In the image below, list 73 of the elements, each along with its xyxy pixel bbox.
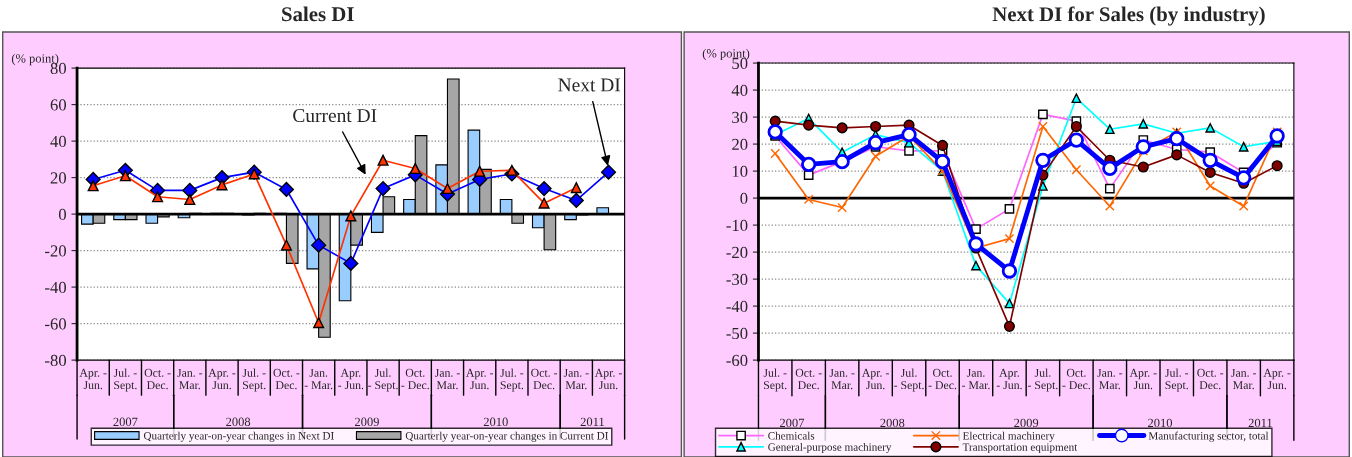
y-tick-label: -50	[726, 327, 748, 340]
y-tick-label: -80	[45, 354, 67, 367]
x-tick-label: Apr. - Jun.	[594, 368, 622, 390]
text: 2009	[355, 417, 379, 427]
y-tick-label: 40	[731, 84, 748, 97]
text: 2008	[226, 417, 251, 427]
y-tick-label: -40	[726, 300, 748, 313]
x-tick-label: Jul. - Sept.	[500, 368, 524, 392]
series-label: Current DI	[293, 109, 377, 123]
x-tick-label: Apr. - Jun.	[338, 368, 364, 390]
x-tick-label: Jan. - Mar.	[1097, 368, 1123, 390]
text: 2007	[779, 418, 805, 428]
x-tick-label: Apr. - Jun.	[1263, 368, 1291, 390]
y-tick-label: -60	[45, 318, 67, 330]
x-tick-label: Apr. - Jun.	[208, 368, 236, 390]
x-tick-label: Jul. - Sept.	[1027, 368, 1058, 392]
y-tick-label: 10	[732, 165, 748, 178]
text: Next DI	[558, 78, 621, 92]
text: 2011	[580, 417, 604, 427]
y-tick-label: 20	[732, 138, 748, 151]
y-tick-label: 0	[58, 208, 67, 221]
y-tick-label: -20	[45, 245, 67, 257]
legend-label: Electrical machinery	[962, 431, 1055, 442]
x-tick-label: Oct. - Dec.	[401, 368, 429, 390]
x-tick-label: Oct. - Dec.	[1062, 368, 1090, 390]
x-tick-label: Apr. - Jun.	[861, 368, 889, 390]
text: 2007	[113, 417, 138, 427]
x-tick-label: Jul. - Sept.	[1165, 368, 1189, 392]
x-tick-label: Oct. - Dec.	[795, 368, 822, 390]
x-tick-label: Jan. - Mar.	[434, 368, 460, 390]
x-tick-label: Jul. - Sept.	[242, 368, 266, 392]
x-tick-label: Oct. - Dec.	[928, 368, 957, 390]
y-tick-label: 30	[732, 111, 748, 124]
y-tick-label: 60	[50, 99, 67, 111]
x-tick-label: Oct. - Dec.	[144, 368, 171, 390]
x-tick-label: Apr. - Jun.	[1129, 368, 1157, 390]
x-tick-label: Jan. - Mar.	[1231, 368, 1257, 390]
x-tick-label: Jan. - Mar.	[563, 368, 589, 390]
x-tick-label: Oct. - Dec.	[1197, 368, 1224, 390]
text: 2011	[1248, 418, 1272, 428]
text: 2008	[880, 418, 905, 428]
chart-title: Sales DI	[282, 6, 354, 22]
legend-label: Chemicals	[768, 431, 815, 440]
y-tick-label: 20	[50, 172, 67, 184]
x-tick-label: Apr. - Jun.	[466, 368, 494, 390]
text: 2009	[1014, 418, 1039, 428]
y-tick-label: 40	[50, 135, 67, 148]
x-tick-label: Oct. - Dec.	[531, 368, 558, 390]
y-tick-label: -60	[726, 354, 748, 367]
legend-label: Manufacturing sector, total	[1148, 431, 1269, 442]
legend-label: Quarterly year-on-year changes in Current DI	[405, 431, 609, 442]
x-tick-label: Jul. - Sept.	[894, 368, 924, 392]
legend-label: Quarterly year-on-year changes in Next DI	[143, 431, 334, 442]
y-tick-label: 0	[740, 192, 748, 205]
x-tick-label: Jan. - Mar.	[829, 368, 855, 390]
text: 2010	[483, 417, 508, 427]
y-tick-label: -30	[726, 273, 748, 286]
y-tick-label: -40	[45, 281, 67, 294]
text: 2010	[1148, 418, 1173, 428]
x-tick-label: Jan. - Mar.	[177, 368, 203, 390]
legend-label: General-purpose machinery	[768, 442, 892, 454]
x-tick-label: Oct. - Dec.	[273, 368, 300, 390]
x-tick-label: Jul. - Sept.	[113, 368, 137, 392]
legend-label: Transportation equipment	[962, 443, 1078, 454]
y-tick-label: -20	[726, 246, 748, 259]
x-tick-label: Jul. - Sept.	[368, 368, 398, 392]
x-tick-label: Jan. - Mar.	[961, 368, 990, 390]
x-tick-label: Jan. - Mar.	[304, 368, 333, 390]
x-tick-label: Jul. - Sept.	[763, 368, 787, 392]
chart-title: Next DI for Sales (by industry)	[992, 6, 1265, 26]
y-tick-label: -10	[726, 219, 748, 232]
x-tick-label: Apr. - Jun.	[79, 368, 107, 390]
x-tick-label: Apr. - Jun.	[996, 368, 1022, 390]
